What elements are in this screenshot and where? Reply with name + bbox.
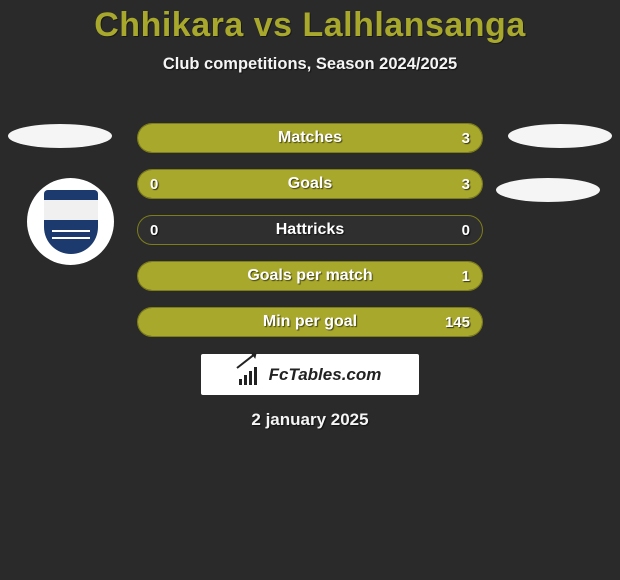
- stat-value-left: 0: [150, 216, 158, 244]
- stat-fill-left: [138, 262, 310, 290]
- player-left-pill: [8, 124, 112, 148]
- stat-row: 1Goals per match: [137, 261, 483, 291]
- stat-fill-right: [138, 170, 482, 198]
- player-right-pill-2: [496, 178, 600, 202]
- stats-bars: 3Matches 03Goals 0 0Hattricks 1Goals per mat…: [137, 123, 483, 353]
- page-subtitle: Club competitions, Season 2024/2025: [0, 55, 620, 74]
- brand-text: FcTables.com: [269, 365, 382, 385]
- stat-row: 145Min per goal: [137, 307, 483, 337]
- stat-fill-left: [138, 308, 310, 336]
- stat-row: 3Matches: [137, 123, 483, 153]
- stat-fill-right: [310, 262, 482, 290]
- team-logo-left: [27, 178, 114, 265]
- brand-chart-icon: [239, 365, 263, 385]
- stat-row: 03Goals: [137, 169, 483, 199]
- mumbai-city-shield-icon: [44, 190, 98, 254]
- page-title: Chhikara vs Lalhlansanga: [0, 0, 620, 45]
- stat-value-right: 0: [462, 216, 470, 244]
- stat-label: Hattricks: [138, 216, 482, 244]
- brand-box: FcTables.com: [201, 354, 419, 395]
- stat-fill-right: [310, 308, 482, 336]
- stat-row: 0 0Hattricks: [137, 215, 483, 245]
- stat-fill-right: [310, 124, 482, 152]
- footer-date: 2 january 2025: [0, 410, 620, 430]
- stat-fill-left: [138, 124, 310, 152]
- player-right-pill: [508, 124, 612, 148]
